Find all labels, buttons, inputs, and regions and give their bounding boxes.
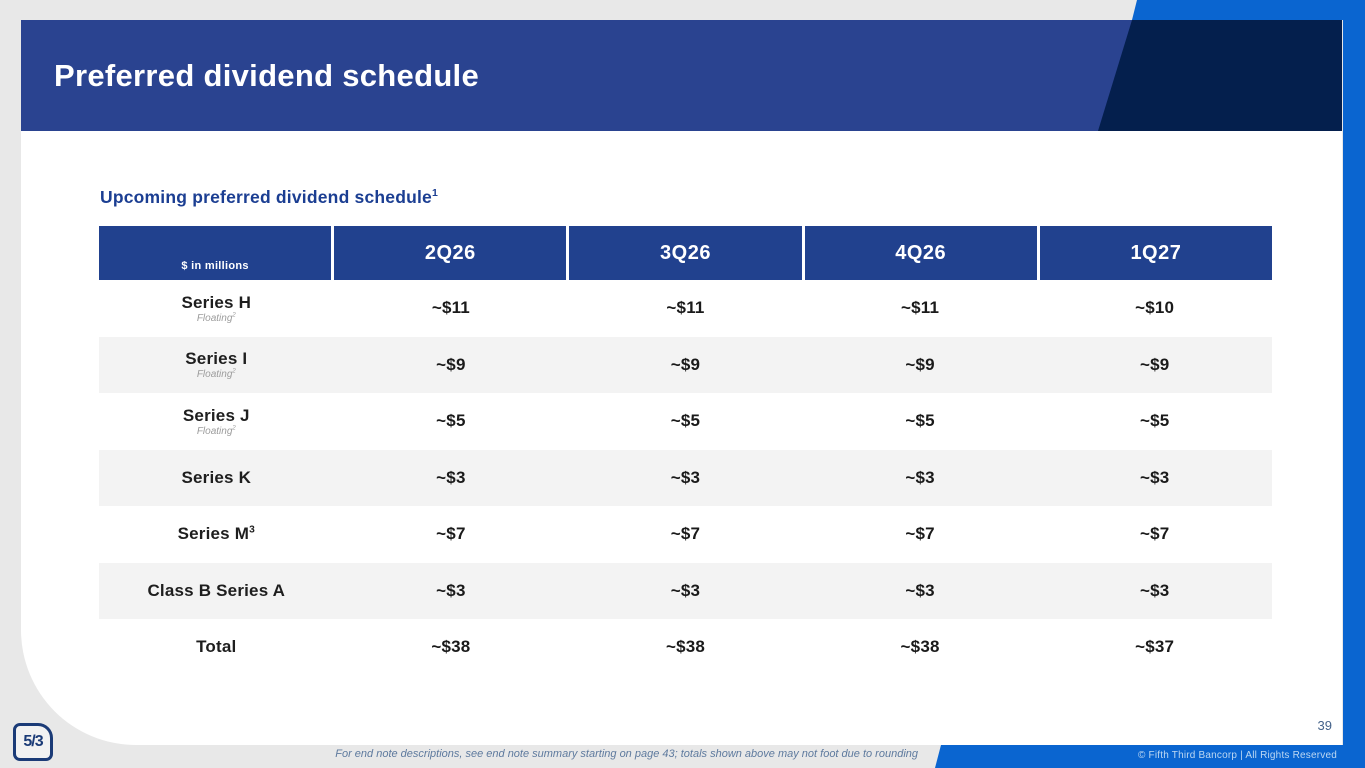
row-value: ~$37 xyxy=(1135,637,1175,657)
row-label: Series K xyxy=(181,467,252,487)
row-label: Series J xyxy=(182,405,250,425)
table-row: Series K ~$3 ~$3 ~$3 ~$3 xyxy=(99,449,1272,507)
table-subtitle-text: Upcoming preferred dividend schedule xyxy=(100,187,432,207)
row-sublabel: Floating2 xyxy=(196,425,236,437)
row-value: ~$5 xyxy=(905,411,935,431)
row-value: ~$9 xyxy=(670,354,701,374)
copyright-text: © Fifth Third Bancorp | All Rights Reser… xyxy=(1137,750,1337,761)
table-row: Total ~$38 ~$38 ~$38 ~$37 xyxy=(99,619,1272,676)
table-subtitle: Upcoming preferred dividend schedule1 xyxy=(100,187,438,208)
table-column-header: 3Q26 xyxy=(569,226,802,280)
table-body: Series H Floating2 ~$11 ~$11 ~$11 ~$10 Series … xyxy=(99,280,1272,676)
row-value: ~$3 xyxy=(1139,580,1170,600)
row-sublabel: Floating2 xyxy=(196,312,236,324)
right-edge-accent-bar xyxy=(1343,0,1365,768)
table-subtitle-endnote-sup: 1 xyxy=(431,187,439,200)
row-value: ~$3 xyxy=(905,467,935,487)
row-label-cell: Series I Floating2 xyxy=(99,337,334,394)
table-row: Series M3 ~$7 ~$7 ~$7 ~$7 xyxy=(99,506,1272,563)
row-label-cell: Series H Floating2 xyxy=(99,280,334,337)
row-label-cell: Series M3 xyxy=(99,506,334,563)
row-value: ~$7 xyxy=(670,524,701,544)
table-row: Series H Floating2 ~$11 ~$11 ~$11 ~$10 xyxy=(99,280,1272,337)
row-value: ~$11 xyxy=(901,298,940,318)
row-value: ~$3 xyxy=(905,580,935,600)
row-value: ~$3 xyxy=(670,580,701,600)
row-value: ~$9 xyxy=(905,354,935,374)
row-value: ~$38 xyxy=(665,637,706,657)
title-header-band: Preferred dividend schedule xyxy=(21,20,1342,131)
row-value: ~$3 xyxy=(436,467,466,487)
row-value: ~$9 xyxy=(1139,354,1170,374)
row-value: ~$11 xyxy=(666,298,705,318)
row-value: ~$3 xyxy=(670,467,701,487)
header-navy-parallelogram xyxy=(1098,20,1342,131)
row-value: ~$38 xyxy=(900,637,940,657)
table-row: Series I Floating2 ~$9 ~$9 ~$9 ~$9 xyxy=(99,336,1272,394)
top-right-accent-wedge xyxy=(1132,0,1365,20)
row-label: Total xyxy=(196,637,237,657)
table-corner-label: $ in millions xyxy=(99,226,332,280)
row-label: Series I xyxy=(185,349,248,369)
row-label-cell: Total xyxy=(99,619,334,676)
table-header-row: $ in millions 2Q26 3Q26 4Q26 1Q27 xyxy=(99,226,1273,280)
page-number: 39 xyxy=(1317,718,1332,733)
row-value: ~$10 xyxy=(1135,298,1175,318)
table-column-header: 1Q27 xyxy=(1039,226,1273,280)
row-label-cell: Class B Series A xyxy=(99,563,334,620)
row-value: ~$3 xyxy=(1139,467,1170,487)
row-sublabel: Floating2 xyxy=(196,368,236,381)
row-value: ~$7 xyxy=(436,524,466,544)
endnote-footnote: For end note descriptions, see end note … xyxy=(335,748,918,760)
table-column-header: 2Q26 xyxy=(334,226,567,280)
row-value: ~$3 xyxy=(436,580,466,600)
row-value: ~$5 xyxy=(436,411,466,431)
row-value: ~$7 xyxy=(1139,524,1170,544)
table-row: Series J Floating2 ~$5 ~$5 ~$5 ~$5 xyxy=(99,393,1272,450)
row-label-cell: Series K xyxy=(99,450,334,507)
bottom-accent-bar xyxy=(935,745,1365,768)
row-label: Class B Series A xyxy=(147,580,286,600)
row-value: ~$11 xyxy=(431,298,470,318)
fifth-third-logo-text: 5/3 xyxy=(23,733,43,750)
row-value: ~$5 xyxy=(670,411,701,431)
row-value: ~$9 xyxy=(436,354,466,374)
row-label-cell: Series J Floating2 xyxy=(99,393,334,450)
row-value: ~$5 xyxy=(1139,411,1170,431)
row-value: ~$7 xyxy=(905,524,935,544)
row-label: Series M3 xyxy=(177,524,255,544)
row-label: Series H xyxy=(181,292,252,312)
table-column-header: 4Q26 xyxy=(804,226,1037,280)
fifth-third-logo-icon: 5/3 xyxy=(13,723,53,761)
table-row: Class B Series A ~$3 ~$3 ~$3 ~$3 xyxy=(99,562,1272,620)
row-value: ~$38 xyxy=(431,637,471,657)
page-title: Preferred dividend schedule xyxy=(54,57,480,93)
